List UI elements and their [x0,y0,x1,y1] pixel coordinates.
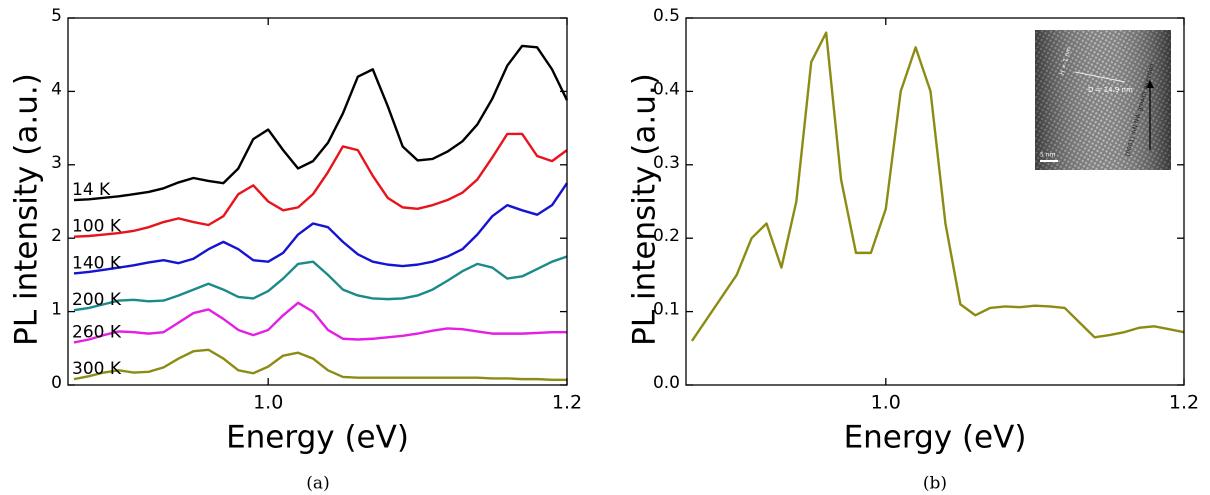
y-tick-label: 3 [51,153,62,173]
y-tick-label: 0.4 [653,79,680,99]
x-tick-label: 1.2 [1169,392,1199,414]
series-label: 140 K [72,253,122,273]
line-series [73,132,568,238]
x-tick-label: 1.0 [871,392,901,414]
plot-frame [685,17,1185,386]
line-series [73,255,568,312]
caption: (a) [306,474,329,494]
y-tick-label: 0.0 [653,373,680,393]
x-axis-label: Energy (eV) [226,420,409,456]
plot-frame [67,17,568,386]
series-label: 200 K [72,290,122,310]
y-tick-label: 1 [51,300,62,320]
inset-text: D = 14.9 nm [1088,86,1133,94]
line-series [73,44,569,202]
y-tick-label: 4 [51,79,62,99]
inset-marker [1074,71,1126,83]
line-series [73,301,567,344]
series-label: 260 K [72,322,122,342]
y-tick-label: 0.5 [653,6,680,26]
y-tick-label: 0.2 [653,226,680,246]
x-axis-label: Energy (eV) [844,420,1027,456]
line-series [73,182,568,275]
inset-shade [1035,30,1171,170]
y-tick-label: 5 [51,6,62,26]
inset-image: H = 1 nmD = 14.9 nm[0001] InN NW growth … [1035,30,1171,170]
line-series [73,348,567,382]
y-tick-label: 0.3 [653,153,680,173]
series-label: 300 K [72,359,122,379]
y-axis-label: PL intensity (a.u.) [9,73,45,346]
caption: (b) [923,474,947,494]
inset-arrowhead [1146,80,1154,88]
y-tick-label: 0.1 [653,300,680,320]
series-label: 100 K [72,217,122,237]
x-tick-label: 1.0 [253,392,283,414]
series-label: 14 K [72,180,111,200]
y-axis-label: PL intensity (a.u.) [627,73,663,346]
y-tick-label: 2 [51,226,62,246]
line-series [690,31,1185,342]
inset-text: 5 nm [1040,152,1056,159]
x-tick-label: 1.2 [552,392,582,414]
y-tick-label: 0 [51,373,62,393]
